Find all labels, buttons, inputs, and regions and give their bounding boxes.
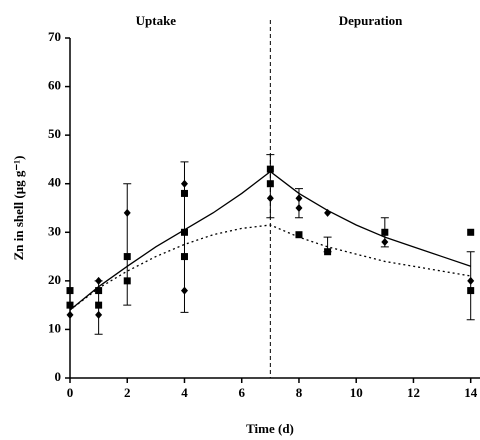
y-axis-label: Zn in shell (μg g⁻¹)	[11, 156, 26, 261]
diamond-point	[66, 310, 74, 319]
diamond-point	[123, 208, 131, 217]
square-point	[180, 189, 188, 197]
square-point	[123, 277, 131, 285]
annotation: Depuration	[339, 13, 403, 28]
square-point	[295, 231, 303, 239]
square-point	[66, 287, 74, 295]
x-tick-label: 10	[350, 385, 363, 400]
square-point	[467, 228, 475, 236]
diamond-point	[95, 310, 103, 319]
diamond-point	[95, 276, 103, 285]
square-point	[381, 228, 389, 236]
square-point	[66, 301, 74, 309]
square-point	[180, 253, 188, 261]
square-point	[95, 287, 103, 295]
square-point	[467, 287, 475, 295]
diamond-point	[180, 286, 188, 295]
diamond-point	[324, 208, 332, 217]
square-point	[324, 248, 332, 256]
fit-line	[69, 224, 471, 311]
x-tick-label: 8	[296, 385, 303, 400]
square-point	[123, 253, 131, 261]
square-point	[266, 180, 274, 188]
diamond-point	[180, 179, 188, 188]
x-tick-label: 4	[181, 385, 188, 400]
x-tick-label: 0	[67, 385, 74, 400]
y-tick-label: 10	[48, 320, 61, 335]
diamond-point	[381, 238, 389, 246]
diamond-point	[467, 276, 475, 285]
square-point	[266, 165, 274, 173]
y-tick-label: 50	[48, 126, 61, 141]
x-tick-label: 12	[407, 385, 420, 400]
square-point	[95, 301, 103, 309]
x-tick-label: 14	[464, 385, 478, 400]
y-tick-label: 30	[48, 223, 61, 238]
error-bar	[123, 183, 132, 306]
y-tick-label: 0	[55, 369, 62, 384]
diamond-point	[295, 194, 303, 203]
y-tick-label: 70	[48, 29, 61, 44]
y-tick-label: 60	[48, 78, 61, 93]
annotation: Uptake	[136, 13, 177, 28]
x-tick-label: 2	[124, 385, 131, 400]
error-bar	[294, 188, 303, 219]
y-tick-label: 40	[48, 175, 61, 190]
diamond-point	[266, 194, 274, 203]
x-tick-label: 6	[238, 385, 245, 400]
x-axis-label: Time (d)	[246, 421, 294, 436]
y-tick-label: 20	[48, 272, 61, 287]
error-bar	[466, 251, 475, 321]
square-point	[180, 228, 188, 236]
diamond-point	[295, 204, 303, 212]
